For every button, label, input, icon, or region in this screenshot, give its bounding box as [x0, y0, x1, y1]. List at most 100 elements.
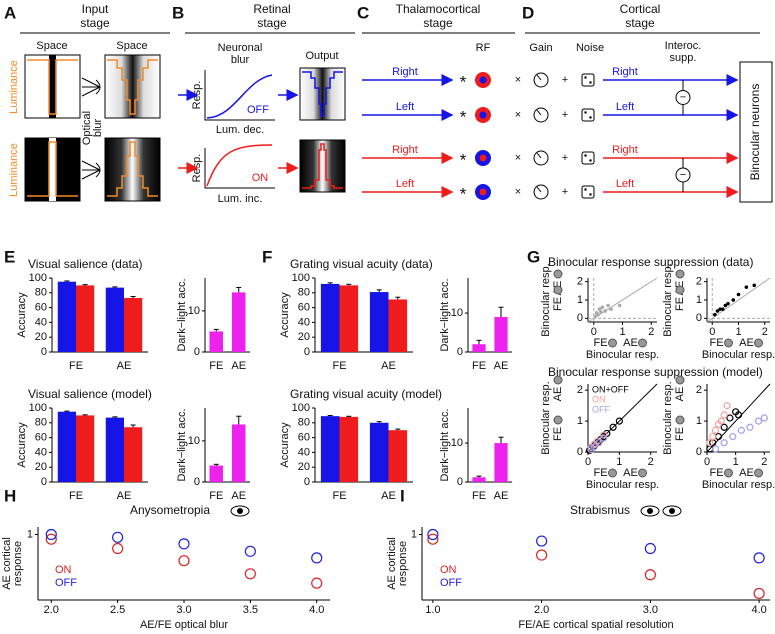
y-tick-label: 100: [292, 272, 310, 284]
y-tick-label: 10: [451, 437, 463, 449]
point: [746, 423, 754, 431]
point: [178, 555, 190, 567]
output-box: [739, 61, 773, 203]
dice-dot: [589, 116, 592, 119]
y-tick-label: 0: [194, 346, 200, 358]
eye-label: FE: [709, 337, 723, 349]
y-tick-label: 10: [451, 307, 463, 319]
point: [536, 535, 548, 547]
y-tick-label: 40: [298, 446, 310, 458]
point: [112, 531, 124, 543]
point: [714, 432, 723, 441]
x-tick-label: FE: [472, 490, 486, 502]
y-tick-label: 60: [35, 432, 47, 444]
chart-title: Strabismus: [570, 503, 630, 517]
bar: [57, 281, 76, 352]
point: [600, 431, 608, 439]
x-tick-label: 1: [619, 326, 625, 338]
times-sign: ×: [515, 74, 521, 86]
bar: [388, 299, 408, 352]
bar: [124, 427, 143, 482]
rf-inner: [479, 111, 487, 119]
retinal-diagram: [178, 67, 346, 193]
x-tick-label: 1: [733, 456, 739, 468]
y-axis-label: Accuracy: [16, 422, 28, 468]
y-tick-label: 0: [696, 312, 702, 324]
y-tick-label: 0: [577, 312, 583, 324]
channel-label: Left: [396, 178, 414, 190]
bar: [339, 285, 359, 352]
point: [609, 307, 613, 312]
eye-icon: [638, 468, 647, 478]
point: [617, 303, 622, 308]
panel-letter: D: [522, 3, 534, 22]
stage-title: Cortical: [620, 2, 661, 16]
y-tick-label: 40: [35, 446, 47, 458]
dice-dot: [589, 81, 592, 84]
point: [720, 411, 728, 419]
channel-label: Right: [612, 66, 638, 78]
x-tick-label: AE: [381, 360, 396, 372]
panel-letter: I: [400, 486, 405, 505]
point: [595, 439, 603, 447]
supp-label: supp.: [670, 52, 697, 64]
noise-dice: [581, 108, 595, 122]
eye-icon: [675, 285, 685, 295]
chart-title: Grating visual acuity (data): [290, 257, 433, 271]
chart-title: Binocular response suppression (model): [548, 365, 763, 379]
x-tick-label: 0: [704, 456, 710, 468]
eye-icon: [754, 468, 763, 478]
bar: [105, 287, 124, 352]
luminance-label: Luminance: [8, 60, 20, 114]
y-tick-label: 1: [577, 415, 583, 427]
point: [720, 423, 728, 431]
y-tick-label: 0: [457, 346, 463, 358]
chart-title: Anysometropia: [130, 503, 210, 517]
point: [599, 310, 603, 314]
convolution-sign: *: [460, 184, 467, 203]
eye-icon: [553, 375, 563, 385]
suppression-sign: −: [680, 91, 686, 103]
panel-letter: H: [4, 486, 16, 505]
optical-blur-label: blur: [92, 118, 104, 137]
eye-icon: [675, 375, 685, 385]
point: [717, 417, 725, 425]
point: [706, 439, 714, 447]
output-label: Output: [305, 50, 338, 62]
point: [744, 285, 749, 290]
bar: [76, 415, 95, 482]
chart-title: Binocular response suppression (data): [548, 255, 753, 269]
space-label: Space: [116, 40, 147, 52]
identity-line: [706, 277, 771, 323]
y-tick-label: 100: [29, 272, 47, 284]
y-axis-label: AE cortical: [386, 537, 398, 590]
point: [596, 312, 600, 317]
eye-icon: [81, 77, 101, 180]
dice-dot: [584, 188, 587, 191]
gain-needle: [536, 74, 542, 81]
rf-label: RF: [476, 42, 491, 54]
x-tick-label: FE: [69, 490, 83, 502]
point: [753, 552, 765, 564]
x-tick-label: 2.5: [110, 604, 125, 616]
bar: [472, 477, 486, 482]
y-axis-label: Dark−light acc.: [439, 278, 451, 351]
y-tick-label: 10: [188, 435, 200, 447]
point: [709, 432, 717, 441]
y-tick-label: 0: [304, 346, 310, 358]
y-axis-label: response: [12, 541, 24, 586]
dice-dot: [584, 76, 587, 79]
point: [713, 312, 717, 317]
times-sign: ×: [515, 109, 521, 121]
x-tick-label: 2: [648, 326, 654, 338]
channel-label: Right: [612, 144, 638, 156]
point: [720, 307, 725, 312]
plus-sign: +: [562, 152, 568, 164]
eye-icon: [724, 468, 733, 478]
y-tick-label: 60: [35, 302, 47, 314]
eye-label: AE: [674, 387, 686, 402]
stage-title: Thalamocortical: [396, 2, 481, 16]
point: [715, 309, 720, 313]
stage-title: stage: [257, 16, 287, 30]
y-axis-label: Binocular resp.: [540, 263, 552, 336]
